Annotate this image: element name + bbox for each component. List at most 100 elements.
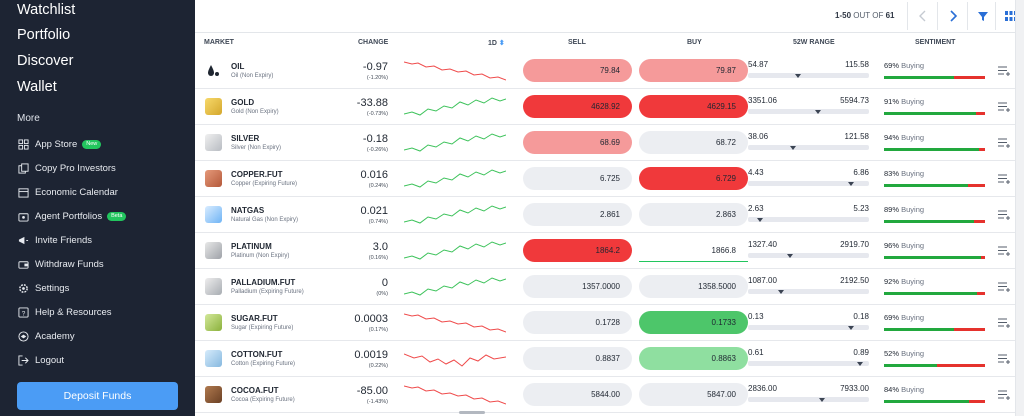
menu-item-withdraw-funds[interactable]: Withdraw Funds bbox=[17, 256, 104, 274]
market-symbol[interactable]: GOLD bbox=[231, 98, 255, 107]
sentiment-label: 52% Buying bbox=[884, 349, 924, 358]
menu-item-copy-pro-investors[interactable]: Copy Pro Investors bbox=[17, 159, 116, 177]
filter-button[interactable] bbox=[967, 2, 997, 30]
menu-item-agent-portfolios[interactable]: Agent Portfolios Beta bbox=[17, 207, 127, 225]
sell-button[interactable]: 0.1728 bbox=[523, 311, 632, 334]
buy-button[interactable]: 0.8863 bbox=[639, 347, 748, 370]
col-52w-range[interactable]: 52W RANGE bbox=[793, 39, 835, 46]
buy-button[interactable]: 79.87 bbox=[639, 59, 748, 82]
market-symbol[interactable]: PALLADIUM.FUT bbox=[231, 278, 296, 287]
menu-item-settings[interactable]: Settings bbox=[17, 280, 69, 298]
sentiment: 94% Buying bbox=[884, 130, 985, 154]
table-row[interactable]: PALLADIUM.FUT Palladium (Expiring Future)… bbox=[195, 269, 1015, 305]
range-low: 54.87 bbox=[748, 60, 769, 69]
range-marker-icon bbox=[795, 74, 802, 78]
prev-page-button[interactable] bbox=[907, 2, 937, 30]
calendar-icon bbox=[17, 186, 29, 198]
menu-item-invite-friends[interactable]: Invite Friends bbox=[17, 231, 92, 249]
sell-button[interactable]: 1864.2 bbox=[523, 239, 632, 262]
change-percent: (-0.73%) bbox=[366, 111, 388, 117]
grid-icon bbox=[17, 138, 29, 150]
col-period[interactable]: 1D ⬍ bbox=[488, 39, 505, 47]
row-menu-icon[interactable] bbox=[998, 138, 1010, 148]
table-row[interactable]: COCOA.FUT Cocoa (Expiring Future) -85.00 (-… bbox=[195, 377, 1015, 413]
table-row[interactable]: COPPER.FUT Copper (Expiring Future) 0.016 (… bbox=[195, 161, 1015, 197]
market-symbol[interactable]: COPPER.FUT bbox=[231, 170, 283, 179]
col-sentiment[interactable]: SENTIMENT bbox=[915, 39, 956, 46]
sell-button[interactable]: 5844.00 bbox=[523, 383, 632, 406]
buy-button[interactable]: 4629.15 bbox=[639, 95, 748, 118]
range-track bbox=[748, 289, 869, 294]
row-menu-icon[interactable] bbox=[998, 318, 1010, 328]
table-row[interactable]: COTTON.FUT Cotton (Expiring Future) 0.0019… bbox=[195, 341, 1015, 377]
menu-item-label: Economic Calendar bbox=[35, 186, 118, 198]
market-symbol[interactable]: SUGAR.FUT bbox=[231, 314, 278, 323]
buy-button[interactable]: 6.729 bbox=[639, 167, 748, 190]
nav-discover[interactable]: Discover bbox=[17, 53, 74, 69]
col-market[interactable]: MARKET bbox=[204, 39, 234, 46]
menu-item-academy[interactable]: Academy bbox=[17, 328, 75, 346]
buy-button[interactable]: 1358.5000 bbox=[639, 275, 748, 298]
market-symbol[interactable]: PLATINUM bbox=[231, 242, 272, 251]
range-high: 6.86 bbox=[853, 168, 869, 177]
sidebar: Watchlist Portfolio Discover Wallet More… bbox=[0, 0, 195, 416]
buy-button[interactable]: 68.72 bbox=[639, 131, 748, 154]
market-symbol[interactable]: COCOA.FUT bbox=[231, 386, 279, 395]
table-row[interactable]: GOLD Gold (Non Expiry) -33.88 (-0.73%) 4628.… bbox=[195, 89, 1015, 125]
table-row[interactable]: PLATINUM Platinum (Non Expiry) 3.0 (0.16%) 1… bbox=[195, 233, 1015, 269]
sell-button[interactable]: 0.8837 bbox=[523, 347, 632, 370]
row-menu-icon[interactable] bbox=[998, 210, 1010, 220]
change-value: -85.00 bbox=[356, 385, 388, 397]
row-menu-icon[interactable] bbox=[998, 390, 1010, 400]
table-row[interactable]: SILVER Silver (Non Expiry) -0.18 (-0.26%) 68… bbox=[195, 125, 1015, 161]
col-change[interactable]: CHANGE bbox=[358, 39, 389, 46]
sentiment-bar bbox=[884, 148, 985, 151]
market-symbol[interactable]: COTTON.FUT bbox=[231, 350, 283, 359]
row-menu-icon[interactable] bbox=[998, 246, 1010, 256]
sell-button[interactable]: 79.84 bbox=[523, 59, 632, 82]
sell-button[interactable]: 1357.0000 bbox=[523, 275, 632, 298]
sentiment-bar-fill bbox=[884, 400, 969, 403]
market-name: Cotton (Expiring Future) bbox=[231, 361, 296, 367]
nav-wallet[interactable]: Wallet bbox=[17, 79, 57, 95]
market-symbol[interactable]: SILVER bbox=[231, 134, 260, 143]
sentiment-word: Buying bbox=[901, 277, 925, 286]
nav-portfolio[interactable]: Portfolio bbox=[17, 27, 71, 43]
row-menu-icon[interactable] bbox=[998, 66, 1010, 76]
table-row[interactable]: OIL Oil (Non Expiry) -0.97 (-1.20%) 79.84 79.… bbox=[195, 53, 1015, 89]
buy-button[interactable]: 5847.00 bbox=[639, 383, 748, 406]
row-menu-icon[interactable] bbox=[998, 102, 1010, 112]
deposit-funds-button[interactable]: Deposit Funds bbox=[17, 382, 178, 410]
range-track bbox=[748, 217, 869, 222]
table-row[interactable]: NATGAS Natural Gas (Non Expiry) 0.021 (0.74… bbox=[195, 197, 1015, 233]
flame-icon bbox=[205, 206, 222, 223]
buy-button[interactable]: 0.1733 bbox=[639, 311, 748, 334]
buy-button[interactable]: 2.863 bbox=[639, 203, 748, 226]
menu-item-label: Invite Friends bbox=[35, 234, 93, 246]
sentiment-percent: 89% bbox=[884, 205, 900, 214]
buy-button[interactable]: 1866.8 bbox=[639, 239, 748, 262]
table-row[interactable]: SUGAR.FUT Sugar (Expiring Future) 0.0003 (0… bbox=[195, 305, 1015, 341]
sentiment-word: Buying bbox=[901, 241, 925, 250]
nav-watchlist[interactable]: Watchlist bbox=[17, 2, 76, 18]
range-52w: 1087.00 2192.50 bbox=[748, 274, 869, 298]
market-symbol[interactable]: NATGAS bbox=[231, 206, 265, 215]
menu-item-help-resources[interactable]: ? Help & Resources bbox=[17, 304, 112, 322]
market-symbol[interactable]: OIL bbox=[231, 62, 245, 71]
sell-button[interactable]: 68.69 bbox=[523, 131, 632, 154]
row-menu-icon[interactable] bbox=[998, 282, 1010, 292]
sell-button[interactable]: 4628.92 bbox=[523, 95, 632, 118]
col-buy[interactable]: BUY bbox=[687, 39, 702, 46]
menu-item-logout[interactable]: Logout bbox=[17, 352, 64, 370]
vertical-scrollbar[interactable] bbox=[1015, 0, 1024, 416]
sell-button[interactable]: 2.861 bbox=[523, 203, 632, 226]
row-menu-icon[interactable] bbox=[998, 354, 1010, 364]
col-sell[interactable]: SELL bbox=[568, 39, 586, 46]
resize-handle[interactable] bbox=[459, 411, 485, 414]
menu-item-economic-calendar[interactable]: Economic Calendar bbox=[17, 183, 118, 201]
row-menu-icon[interactable] bbox=[998, 174, 1010, 184]
menu-item-app-store[interactable]: App Store New bbox=[17, 135, 102, 153]
range-track bbox=[748, 145, 869, 150]
sell-button[interactable]: 6.725 bbox=[523, 167, 632, 190]
next-page-button[interactable] bbox=[937, 2, 967, 30]
